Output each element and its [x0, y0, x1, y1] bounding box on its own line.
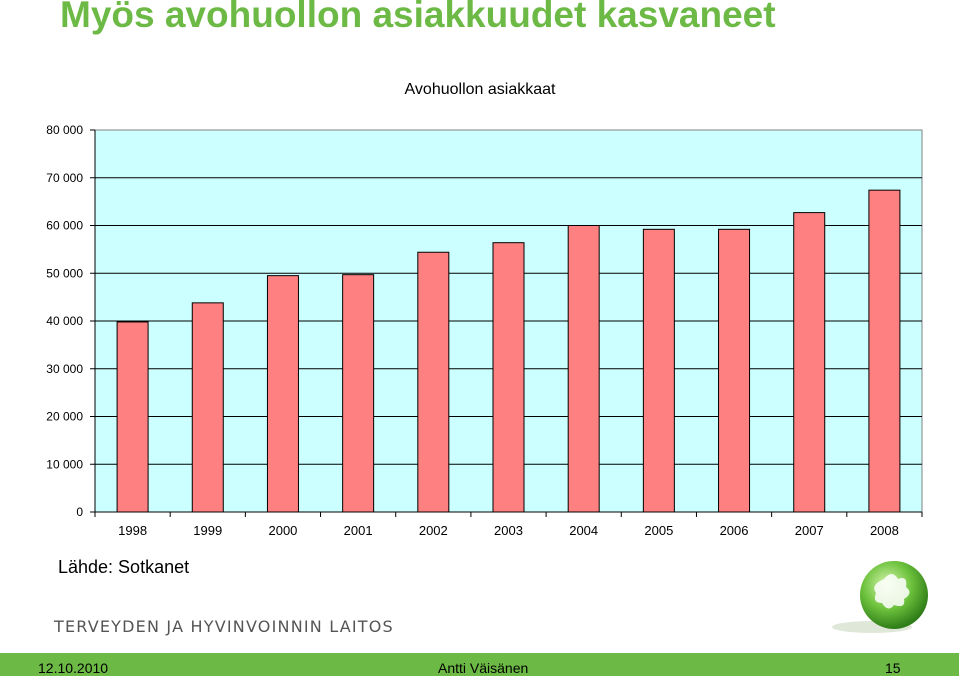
x-tick-label: 2000	[268, 523, 297, 538]
bar-chart: Avohuollon asiakkaat 0 10 000 20 000 30 000 4…	[46, 81, 923, 538]
bar-1998	[116, 321, 149, 513]
y-tick-label: 40 000	[46, 314, 83, 328]
x-tick-label: 2008	[870, 523, 899, 538]
y-tick-label: 0	[76, 505, 83, 519]
x-tick-label: 2007	[795, 523, 824, 538]
thl-logo-icon	[832, 561, 928, 633]
bar-2001	[342, 274, 375, 513]
bar-2003	[492, 242, 525, 513]
x-tick-label: 2002	[419, 523, 448, 538]
source-note: Lähde: Sotkanet	[58, 557, 190, 577]
x-tick-label: 2006	[720, 523, 749, 538]
y-tick-label: 70 000	[46, 171, 83, 185]
y-tick-label: 50 000	[46, 266, 83, 280]
organization-name: TERVEYDEN JA HYVINVOINNIN LAITOS	[54, 617, 394, 636]
footer-bar: 12.10.2010 Antti Väisänen 15	[0, 653, 959, 676]
bar-2005	[642, 228, 675, 513]
y-tick-label: 20 000	[46, 410, 83, 424]
bar-2008	[868, 189, 901, 513]
x-tick-label: 2004	[569, 523, 598, 538]
footer-author: Antti Väisänen	[438, 660, 529, 676]
x-tick-label: 2005	[644, 523, 673, 538]
bar-2002	[417, 251, 450, 513]
y-tick-label: 30 000	[46, 362, 83, 376]
footer-date: 12.10.2010	[38, 660, 109, 676]
bar-2004	[567, 225, 600, 513]
y-tick-label: 60 000	[46, 219, 83, 233]
y-tick-label: 80 000	[46, 123, 83, 137]
bar-1999	[191, 302, 224, 513]
x-tick-label: 2001	[344, 523, 373, 538]
x-tick-label: 2003	[494, 523, 523, 538]
x-tick-label: 1998	[118, 523, 147, 538]
footer-page-number: 15	[885, 660, 901, 676]
bar-2000	[266, 275, 299, 513]
bar-2006	[718, 228, 751, 513]
bar-2007	[793, 212, 826, 513]
x-tick-label: 1999	[193, 523, 222, 538]
y-tick-label: 10 000	[46, 457, 83, 471]
slide-title: Myös avohuollon asiakkuudet kasvaneet	[60, 0, 776, 35]
chart-title: Avohuollon asiakkaat	[405, 81, 556, 98]
